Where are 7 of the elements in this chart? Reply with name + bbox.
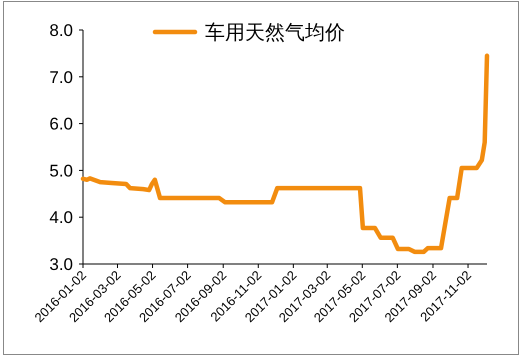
legend-label: 车用天然气均价 <box>205 22 345 44</box>
y-tick-label: 5.0 <box>49 161 73 180</box>
y-tick-label: 8.0 <box>49 21 73 40</box>
y-tick-label: 6.0 <box>49 114 73 134</box>
y-tick-label: 4.0 <box>49 208 73 228</box>
y-tick-label: 3.0 <box>49 255 73 274</box>
y-tick-label: 7.0 <box>49 68 73 87</box>
